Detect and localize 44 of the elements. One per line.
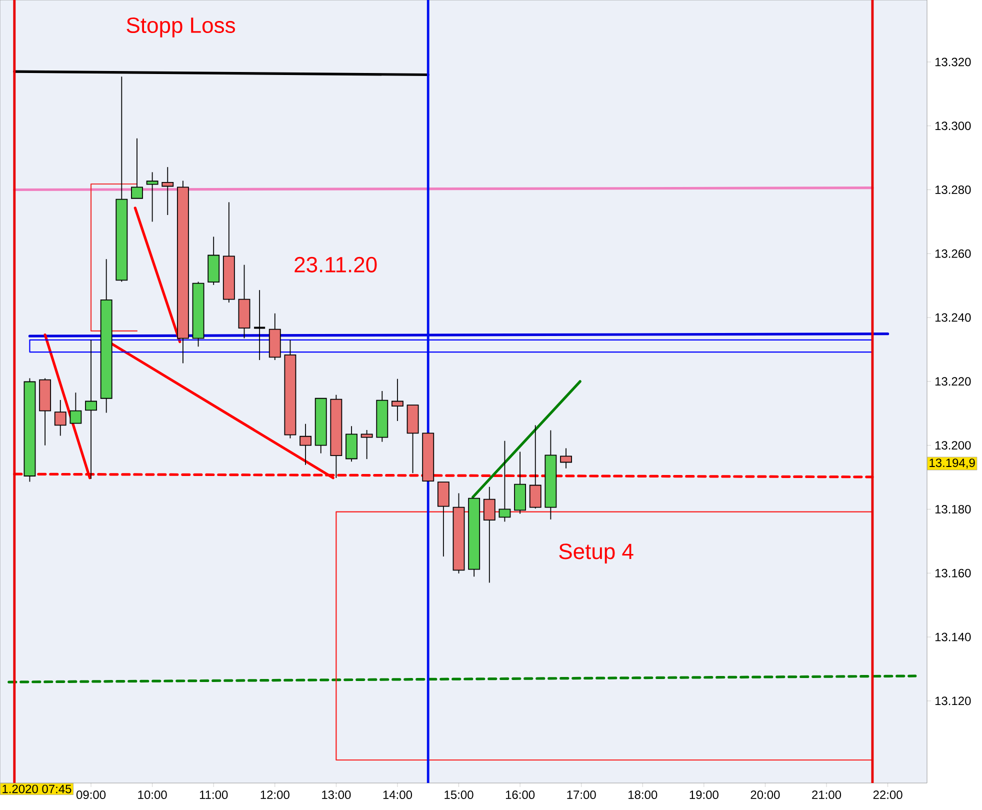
candlestick (162, 166, 174, 216)
x-tick-label: 09:00 (76, 790, 106, 800)
y-tick-label: 13.140 (935, 632, 971, 642)
candlestick (498, 440, 511, 522)
x-tick-label: 17:00 (567, 790, 596, 800)
x-tick-label: 10:00 (138, 790, 167, 800)
annotation: 23.11.20 (294, 256, 377, 272)
candlestick (85, 339, 97, 480)
y-tick-label: 13.300 (935, 122, 971, 130)
y-tick-label: 13.180 (935, 504, 971, 514)
y-tick-label: 13.240 (935, 313, 971, 322)
x-tick-label: 13:00 (322, 790, 351, 800)
y-tick-label: 13.320 (935, 58, 971, 66)
candlestick (360, 430, 373, 460)
y-tick-label: 13.160 (935, 568, 971, 578)
x-tick-label: 20:00 (750, 790, 780, 800)
candlestick (146, 172, 158, 222)
y-tick-label: 13.260 (935, 249, 971, 258)
y-tick-label: 13.200 (935, 441, 971, 450)
candlestick (560, 448, 572, 469)
x-tick-label: 21:00 (812, 790, 842, 800)
y-tick-label: 13.220 (935, 377, 971, 386)
candlestick (70, 392, 82, 424)
x-tick-label: 15:00 (444, 790, 474, 800)
candlestick (54, 400, 66, 436)
candlestick (300, 423, 312, 466)
text: 1.2020 07:45 (2, 784, 72, 794)
annotation: Setup 4 (559, 544, 634, 564)
text: 13.194,9 (930, 458, 975, 468)
y-tick-label: 13.280 (935, 186, 971, 194)
y-tick-label: 13.120 (935, 696, 971, 706)
candlestick (253, 290, 266, 360)
x-tick-label: 11:00 (200, 790, 228, 800)
x-tick-label: 22:00 (873, 790, 902, 800)
candlestick (392, 378, 404, 422)
x-tick-label: 16:00 (506, 790, 535, 800)
x-tick-label: 12:00 (260, 790, 290, 800)
candlestick (131, 138, 143, 199)
x-tick-label: 19:00 (690, 790, 718, 800)
x-tick-label: 18:00 (628, 790, 658, 800)
candlestick (529, 424, 542, 510)
annotation: Stopp Loss (126, 17, 235, 38)
x-tick-label: 14:00 (383, 790, 412, 800)
candlestick (483, 486, 496, 584)
